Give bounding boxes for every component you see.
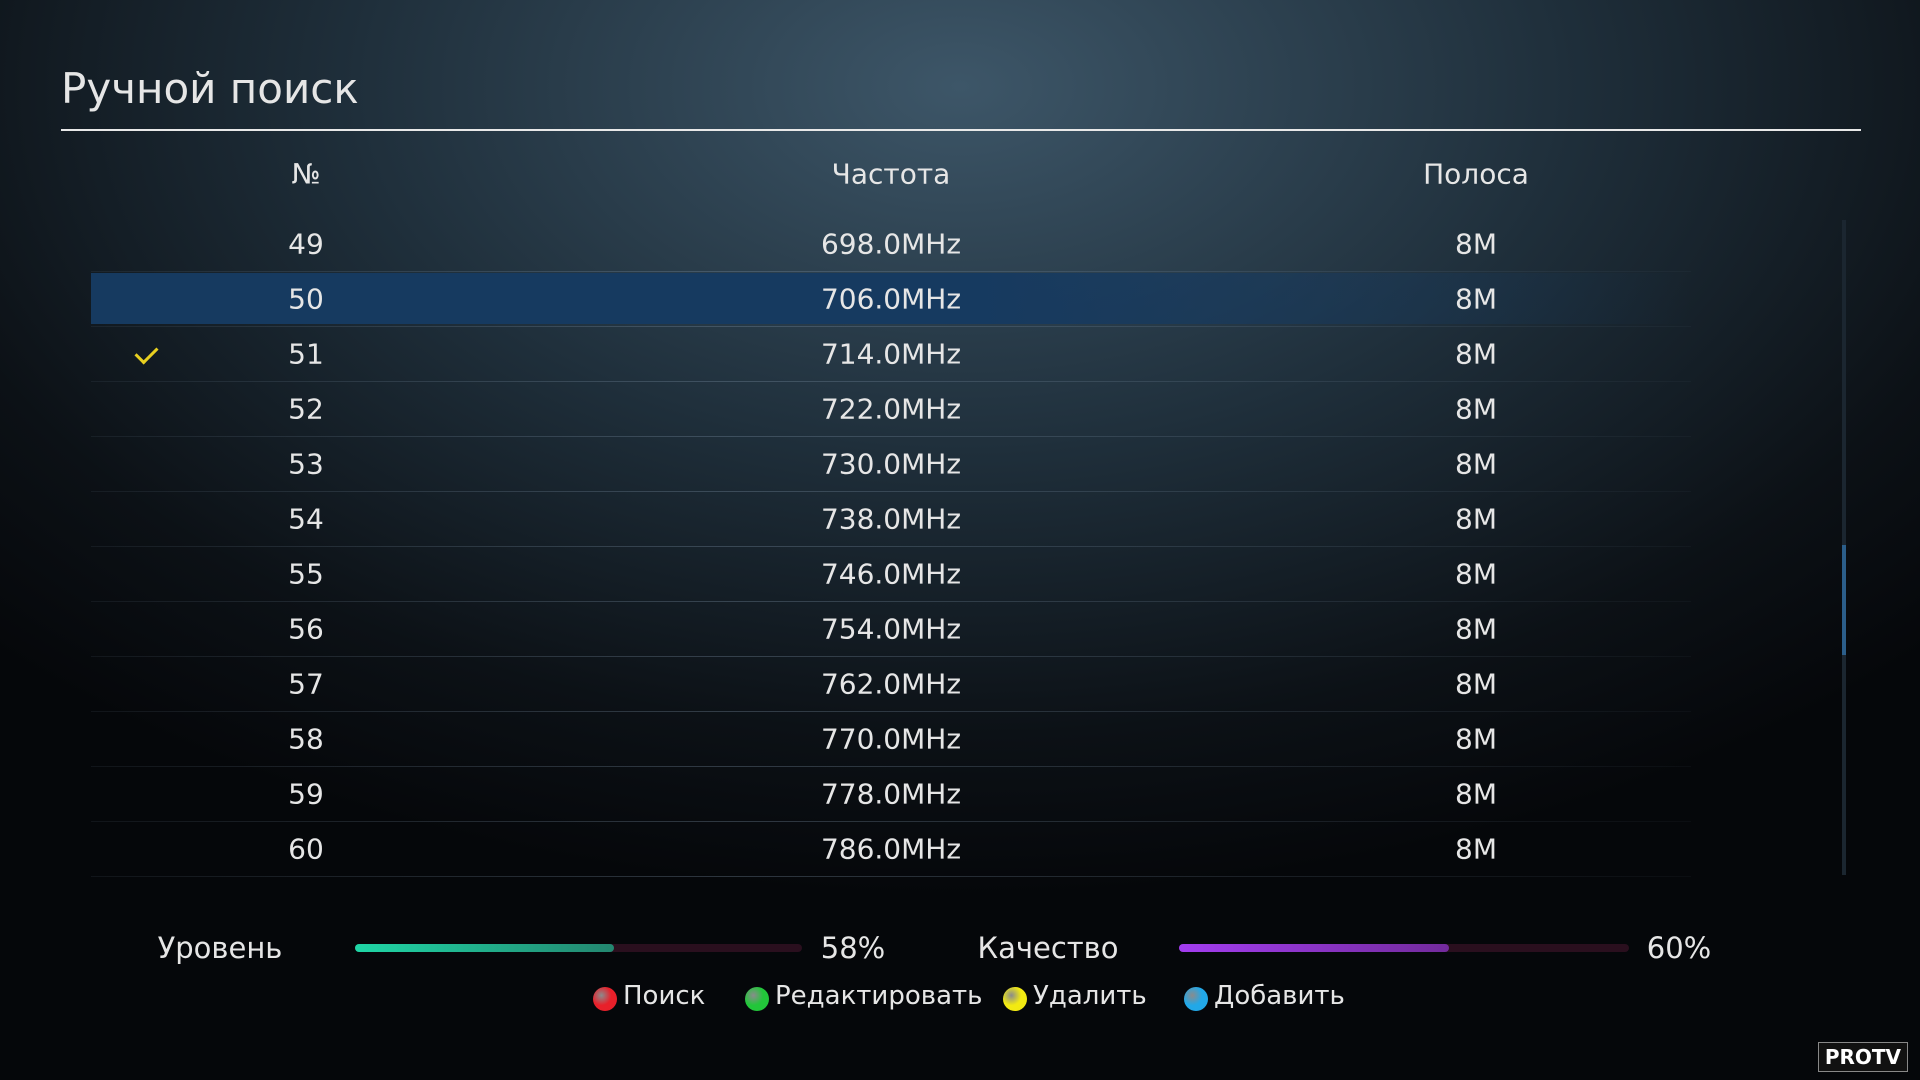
cell: 8M <box>1455 667 1497 701</box>
signal-label: Качество <box>977 931 1119 965</box>
cell: 722.0MHz <box>820 392 962 426</box>
signal-fill <box>355 944 615 952</box>
cell: 8M <box>1455 557 1497 591</box>
cell: 60 <box>288 832 324 866</box>
button-label[interactable]: Редактировать <box>775 981 983 1011</box>
button-dot[interactable] <box>1003 987 1027 1011</box>
selected-row <box>91 273 1691 324</box>
cell: 59 <box>288 777 324 811</box>
signal-value: 58% <box>820 931 886 965</box>
page-title: Ручной поиск <box>61 64 359 113</box>
cell: 8M <box>1455 227 1497 261</box>
cell: 786.0MHz <box>820 832 962 866</box>
row-divider <box>91 271 1691 272</box>
button-dot[interactable] <box>745 987 769 1011</box>
cell[interactable]: 50 <box>288 282 324 316</box>
scroll-thumb <box>1842 545 1846 655</box>
cell: 714.0MHz <box>820 337 962 371</box>
button-label[interactable]: Поиск <box>623 981 706 1011</box>
watermark: PROTV <box>1817 1042 1908 1072</box>
cell: 53 <box>288 447 324 481</box>
button-label[interactable]: Удалить <box>1033 981 1147 1011</box>
signal-fill <box>1179 944 1449 952</box>
cell: 56 <box>288 612 324 646</box>
cell: 58 <box>288 722 324 756</box>
cell: 770.0MHz <box>820 722 962 756</box>
row-divider <box>91 656 1691 657</box>
cell: 51 <box>288 337 324 371</box>
cell: 730.0MHz <box>820 447 962 481</box>
row-divider <box>91 491 1691 492</box>
row-divider <box>91 766 1691 767</box>
signal-label: Уровень <box>157 931 283 965</box>
cell: 754.0MHz <box>820 612 962 646</box>
row-divider <box>91 601 1691 602</box>
row-divider <box>91 821 1691 822</box>
title-rule <box>61 129 1861 131</box>
cell: 698.0MHz <box>820 227 962 261</box>
cell: 52 <box>288 392 324 426</box>
cell: 8M <box>1455 722 1497 756</box>
column-header: Полоса <box>1423 157 1529 191</box>
row-divider <box>91 711 1691 712</box>
cell: 738.0MHz <box>820 502 962 536</box>
cell: 762.0MHz <box>820 667 962 701</box>
button-dot[interactable] <box>1184 987 1208 1011</box>
cell: 8M <box>1455 832 1497 866</box>
cell: 55 <box>288 557 324 591</box>
row-divider <box>91 326 1691 327</box>
check-mark <box>134 340 159 365</box>
cell: 8M <box>1455 502 1497 536</box>
cell: 746.0MHz <box>820 557 962 591</box>
button-label[interactable]: Добавить <box>1214 981 1345 1011</box>
column-header: № <box>291 157 321 191</box>
cell: 49 <box>288 227 324 261</box>
cell[interactable]: 8M <box>1455 282 1497 316</box>
cell: 8M <box>1455 447 1497 481</box>
cell: 54 <box>288 502 324 536</box>
row-divider <box>91 436 1691 437</box>
cell: 778.0MHz <box>820 777 962 811</box>
column-header: Частота <box>831 157 951 191</box>
cell: 57 <box>288 667 324 701</box>
row-divider <box>91 546 1691 547</box>
cell: 8M <box>1455 392 1497 426</box>
button-dot[interactable] <box>593 987 617 1011</box>
row-divider <box>91 381 1691 382</box>
row-divider <box>91 876 1691 877</box>
cell: 8M <box>1455 337 1497 371</box>
cell: 8M <box>1455 777 1497 811</box>
cell[interactable]: 706.0MHz <box>820 282 962 316</box>
signal-value: 60% <box>1646 931 1712 965</box>
cell: 8M <box>1455 612 1497 646</box>
